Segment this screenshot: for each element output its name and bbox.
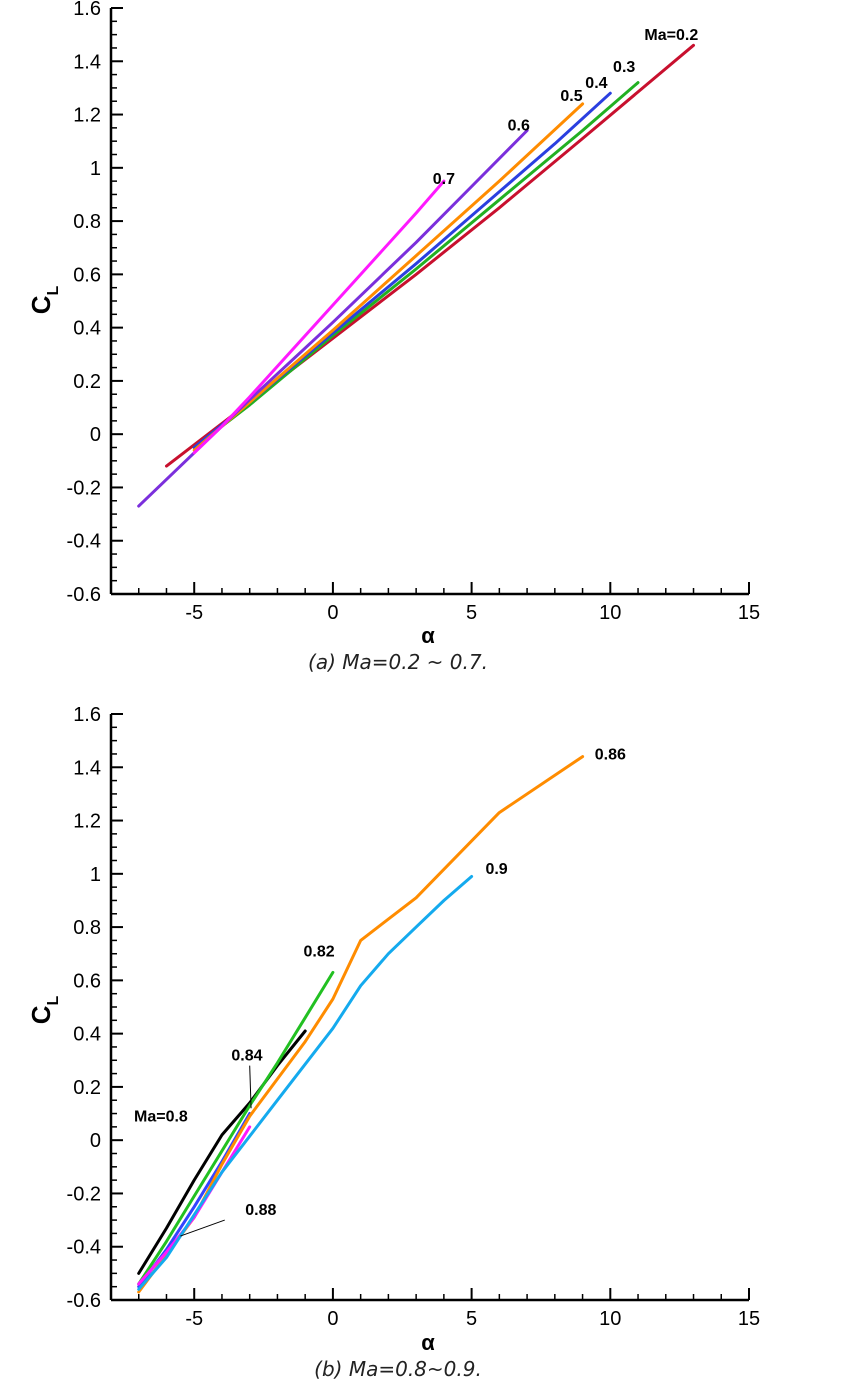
series-label: 0.86: [595, 746, 626, 763]
series-label: 0.5: [560, 88, 582, 105]
y-tick-label: 1.4: [73, 51, 101, 73]
y-tick-label: 1: [90, 158, 101, 180]
y-tick-label: 1.2: [73, 105, 101, 127]
series-label: 0.6: [508, 118, 530, 135]
y-tick-label: 0.6: [73, 970, 101, 992]
y-tick-label: -0.2: [67, 1183, 101, 1205]
y-axis-title-text: CL: [26, 996, 62, 1025]
leader-line: [249, 1065, 252, 1109]
x-axis-title: α: [421, 1330, 435, 1355]
y-tick-label: 1.4: [73, 757, 101, 779]
series-line-0-86: [137, 755, 585, 1294]
y-tick-label: 0.2: [73, 371, 101, 393]
series-label: 0.4: [585, 75, 607, 92]
y-tick-label: 0.4: [73, 1024, 101, 1046]
x-tick-label: 15: [738, 1308, 760, 1330]
chart-panel-1: -0.6 -0.4 -0.2 0 0.2 0.4 0.6 0.8 1 1.2 1.4 1.6 -5 0 5 1…: [26, 704, 760, 1381]
y-tick-label: -0.4: [67, 1237, 101, 1259]
y-axis-title: CL: [26, 286, 62, 315]
y-tick-label: 0.8: [73, 917, 101, 939]
series-line-0-3: [192, 81, 640, 449]
y-axis-title-subscript: L: [45, 286, 62, 296]
series-label: 0.3: [613, 59, 635, 76]
leader-line: [180, 1219, 225, 1237]
y-tick-label: -0.6: [67, 584, 101, 606]
chart-panel-0: -0.6 -0.4 -0.2 0 0.2 0.4 0.6 0.8 1 1.2 1.4 1.6 -5 0 5 1…: [26, 0, 760, 674]
y-tick-label: 1.6: [73, 704, 101, 726]
x-tick-label: 15: [738, 602, 760, 624]
series-label: Ma=0.2: [644, 27, 698, 44]
series-line-0-82: [137, 970, 335, 1286]
figure-caption: (b) Ma=0.8~0.9.: [314, 1357, 482, 1381]
y-tick-label: 0.4: [73, 318, 101, 340]
y-axis-title-main: C: [26, 295, 56, 314]
series-label: 0.7: [433, 171, 455, 188]
y-axis-title-main: C: [26, 1005, 56, 1024]
y-axis-title-subscript: L: [45, 996, 62, 1006]
y-tick-label: -0.2: [67, 477, 101, 499]
series-label: Ma=0.8: [134, 1109, 188, 1126]
series-label: 0.88: [245, 1202, 276, 1219]
series-label: 0.82: [303, 943, 334, 960]
x-axis-title: α: [421, 623, 435, 648]
x-tick-label: -5: [185, 1308, 203, 1330]
x-tick-label: -5: [185, 602, 203, 624]
x-tick-label: 10: [599, 1308, 621, 1330]
x-tick-label: 5: [466, 1308, 477, 1330]
x-tick-label: 5: [466, 602, 477, 624]
y-tick-label: -0.4: [67, 531, 101, 553]
y-tick-label: 0.8: [73, 211, 101, 233]
y-tick-label: 1.6: [73, 0, 101, 20]
series-label: 0.9: [485, 861, 507, 878]
y-tick-label: 1.2: [73, 811, 101, 833]
y-axis-title: CL: [26, 996, 62, 1025]
y-axis-title-text: CL: [26, 286, 62, 315]
x-tick-label: 0: [327, 1308, 338, 1330]
y-tick-label: 0.2: [73, 1077, 101, 1099]
y-tick-label: 0: [90, 424, 101, 446]
series-label: 0.84: [231, 1047, 262, 1064]
y-tick-label: -0.6: [67, 1290, 101, 1312]
y-tick-label: 1: [90, 864, 101, 886]
y-tick-label: 0.6: [73, 264, 101, 286]
series-line-0-9: [137, 875, 474, 1291]
y-tick-label: 0: [90, 1130, 101, 1152]
x-tick-label: 0: [327, 602, 338, 624]
x-tick-label: 10: [599, 602, 621, 624]
series-line-0-7: [192, 179, 446, 455]
figure-caption: (a) Ma=0.2 ~ 0.7.: [308, 650, 488, 674]
